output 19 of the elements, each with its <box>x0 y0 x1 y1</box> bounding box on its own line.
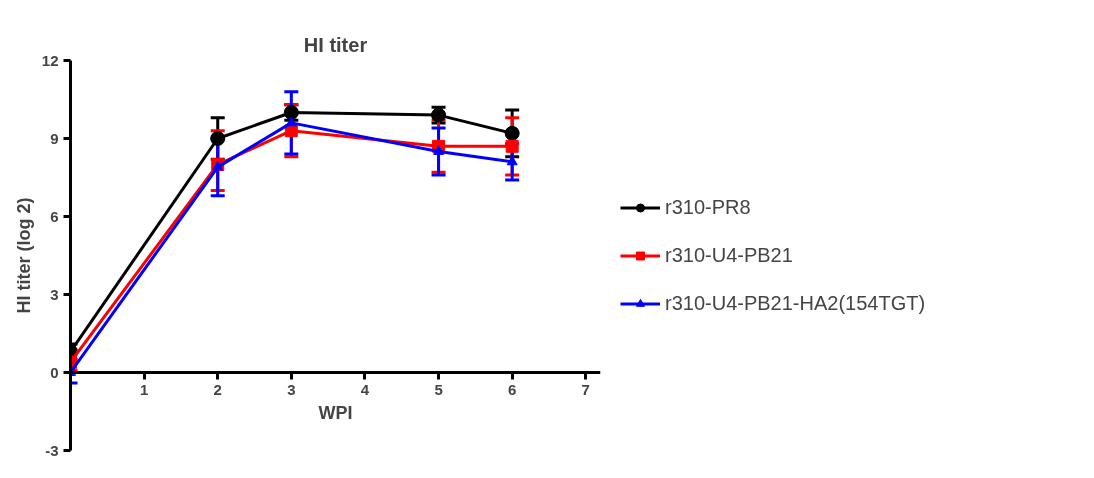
y-tick-label: 6 <box>50 207 59 225</box>
y-tick-label: 3 <box>50 285 59 303</box>
legend-label: r310-PR8 <box>665 195 751 219</box>
legend-label: r310-U4-PB21 <box>665 243 793 267</box>
x-tick-label: 1 <box>139 380 149 398</box>
x-tick-label: 5 <box>434 380 443 398</box>
y-tick-label: 12 <box>41 51 59 69</box>
x-axis-title: WPI <box>318 402 353 423</box>
chart-title: HI titer <box>303 33 368 56</box>
x-tick-label: 3 <box>287 380 296 398</box>
y-tick-label: 0 <box>50 363 59 381</box>
y-axis-title: HI titer (log 2) <box>13 197 34 314</box>
x-tick-label: 4 <box>360 380 370 398</box>
x-tick-label: 2 <box>213 380 222 398</box>
x-tick-label: 6 <box>508 380 517 398</box>
y-tick-label: -3 <box>45 441 59 459</box>
y-tick-label: 9 <box>50 129 59 147</box>
legend-label: r310-U4-PB21-HA2(154TGT) <box>665 291 926 315</box>
x-tick-label: 7 <box>581 380 590 398</box>
